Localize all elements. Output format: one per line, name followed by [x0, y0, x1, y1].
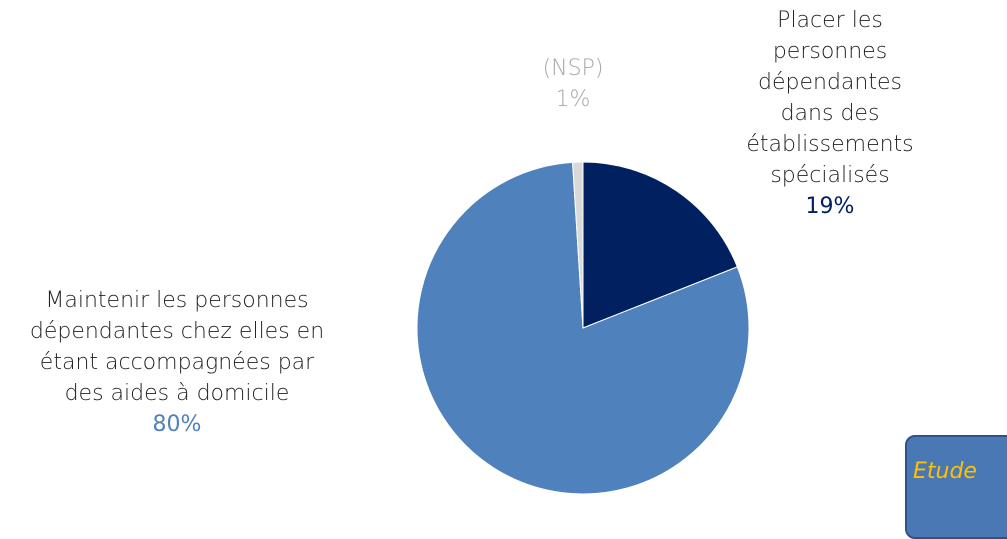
- note-text: Etude: [913, 459, 977, 484]
- slice-label: (NSP) 1%: [543, 53, 604, 115]
- category-label: Placer les personnes dépendantes dans de…: [746, 8, 914, 188]
- slice-label: Placer les personnes dépendantes dans de…: [742, 5, 919, 222]
- value-label: 19%: [805, 194, 855, 219]
- category-label: Maintenir les personnes dépendantes chez…: [29, 288, 325, 406]
- value-label: 1%: [555, 87, 591, 112]
- pie-slice: [416, 161, 750, 495]
- value-label: 80%: [152, 412, 202, 437]
- chart: [416, 161, 750, 495]
- page: Etude (() => { const data = JSON.parse(d…: [29, 5, 1007, 539]
- pie-slice: [572, 161, 584, 329]
- note-box: Etude: [905, 435, 1007, 539]
- slice-label: Maintenir les personnes dépendantes chez…: [30, 285, 324, 440]
- pie-slice: [582, 161, 738, 329]
- category-label: (NSP): [542, 56, 604, 81]
